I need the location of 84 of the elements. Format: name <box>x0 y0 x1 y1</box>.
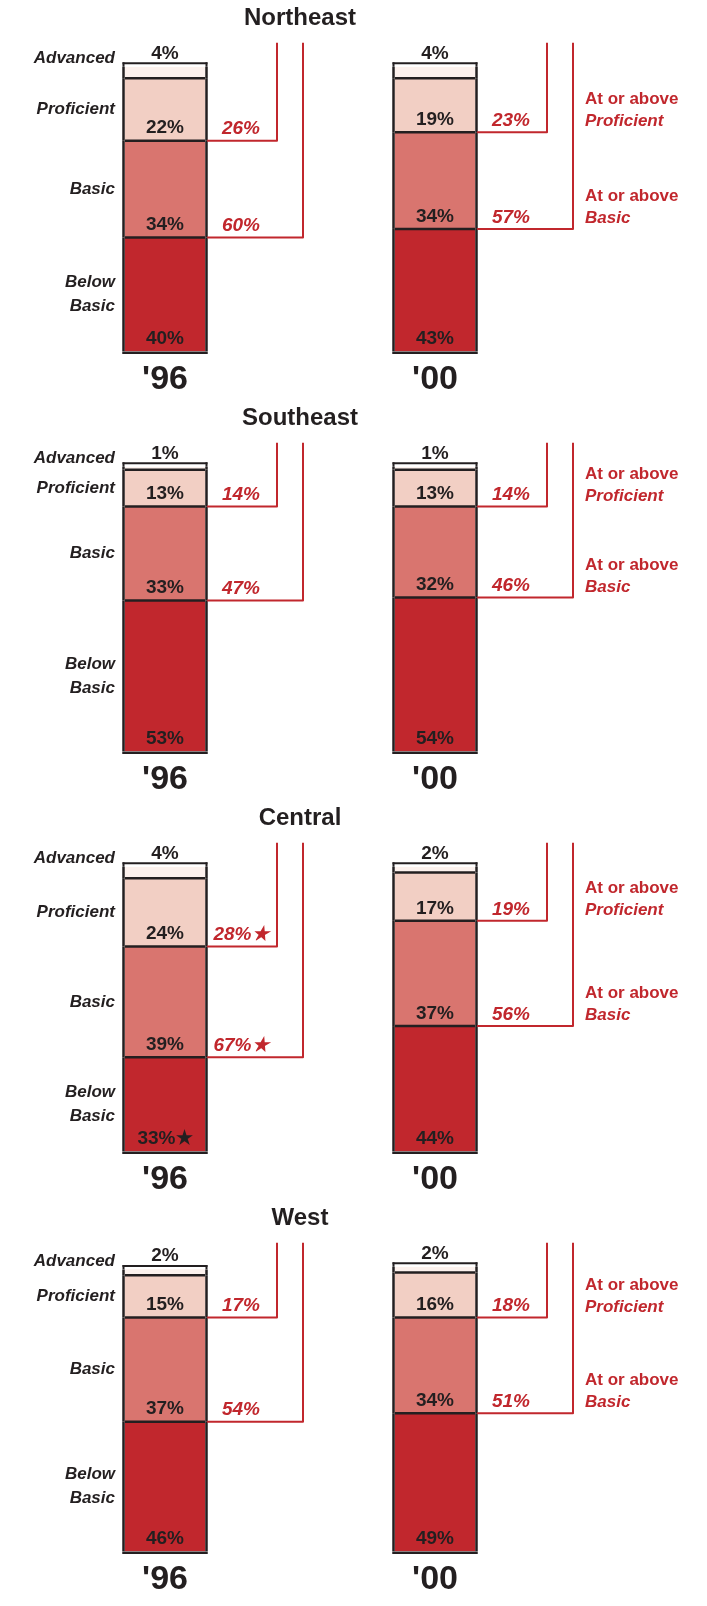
annotation: 23% <box>490 108 531 130</box>
x-tick-label: '00 <box>412 357 458 396</box>
data-label: 39% <box>145 1033 185 1055</box>
series-label: Proficient <box>36 99 117 119</box>
data-label: 43% <box>415 326 455 348</box>
data-label: 2% <box>421 1241 449 1263</box>
series-label: Advanced <box>32 1251 116 1271</box>
data-label: 13% <box>145 482 185 504</box>
chart-title: West <box>271 1203 329 1231</box>
data-label: 33% <box>145 576 185 598</box>
text: At or above Basic <box>585 554 679 596</box>
data-label: 13% <box>415 482 455 504</box>
x-tick-label: '00 <box>412 1557 458 1596</box>
data-label: 46% <box>145 1526 185 1548</box>
annotation: 18% <box>491 1294 531 1316</box>
text: At or above Basic <box>585 1370 679 1412</box>
annotation: 28%★ <box>212 923 272 945</box>
series-label: Below Basic <box>64 1464 117 1508</box>
series-label: Basic <box>69 178 116 198</box>
data-label: 22% <box>145 116 185 138</box>
series-label: Advanced <box>32 448 116 468</box>
annotation: 17% <box>221 1294 261 1316</box>
data-label: 32% <box>415 573 455 595</box>
series-label: Proficient <box>36 901 117 921</box>
x-tick-label: '00 <box>412 1157 458 1196</box>
annotation: 47% <box>220 577 261 599</box>
annotation: 51% <box>491 1389 531 1411</box>
text: At or above Proficient <box>585 89 679 131</box>
series-label: Advanced <box>32 848 116 868</box>
data-label: 19% <box>415 107 455 129</box>
data-label: 1% <box>151 441 179 463</box>
series-label: Basic <box>69 991 116 1011</box>
chart-title: Southeast <box>241 403 359 431</box>
series-label: Below Basic <box>64 1081 117 1125</box>
x-tick-label: '96 <box>142 1557 188 1596</box>
annotation: 60% <box>221 214 261 236</box>
data-label: 40% <box>145 326 185 348</box>
annotation: 14% <box>221 483 261 505</box>
data-label: 33%★ <box>137 1126 193 1148</box>
data-label: 4% <box>151 841 179 863</box>
x-tick-label: '96 <box>142 757 188 796</box>
annotation: 19% <box>491 897 531 919</box>
x-tick-label: '96 <box>142 357 188 396</box>
series-label: Basic <box>69 543 116 563</box>
data-label: 34% <box>415 1388 455 1410</box>
x-tick-label: '96 <box>142 1157 188 1196</box>
annotation: 26% <box>220 117 261 139</box>
annotation: 46% <box>490 574 531 596</box>
data-label: 37% <box>145 1397 185 1419</box>
data-label: 4% <box>421 41 449 63</box>
series-label: Basic <box>69 1359 116 1379</box>
data-label: 2% <box>151 1244 179 1266</box>
series-label: Proficient <box>36 477 117 497</box>
data-label: 24% <box>145 922 185 944</box>
text: At or above Basic <box>585 983 679 1025</box>
data-label: 34% <box>145 213 185 235</box>
data-label: 34% <box>415 204 455 226</box>
text: At or above Proficient <box>585 1274 679 1316</box>
annotation: 57% <box>491 205 531 227</box>
data-label: 4% <box>151 41 179 63</box>
annotation: 67%★ <box>213 1034 272 1056</box>
series-label: Proficient <box>36 1286 117 1306</box>
annotation: 56% <box>491 1002 531 1024</box>
data-label: 54% <box>415 726 455 748</box>
series-label: Below Basic <box>64 272 117 316</box>
data-label: 53% <box>145 726 185 748</box>
data-label: 49% <box>415 1526 455 1548</box>
text: At or above Basic <box>585 186 679 228</box>
text: At or above Proficient <box>585 878 679 920</box>
data-label: 17% <box>415 896 455 918</box>
series-label: Advanced <box>32 48 116 68</box>
data-label: 15% <box>145 1293 185 1315</box>
data-label: 2% <box>421 841 449 863</box>
chart-title: Northeast <box>243 3 357 31</box>
data-label: 1% <box>421 441 449 463</box>
annotation: 54% <box>221 1398 261 1420</box>
annotation: 14% <box>491 483 531 505</box>
chart-title: Central <box>258 803 342 831</box>
data-label: 37% <box>415 1001 455 1023</box>
data-label: 44% <box>415 1126 455 1148</box>
data-label: 16% <box>415 1293 455 1315</box>
series-label: Below Basic <box>64 653 117 697</box>
x-tick-label: '00 <box>412 757 458 796</box>
text: At or above Proficient <box>585 463 679 505</box>
